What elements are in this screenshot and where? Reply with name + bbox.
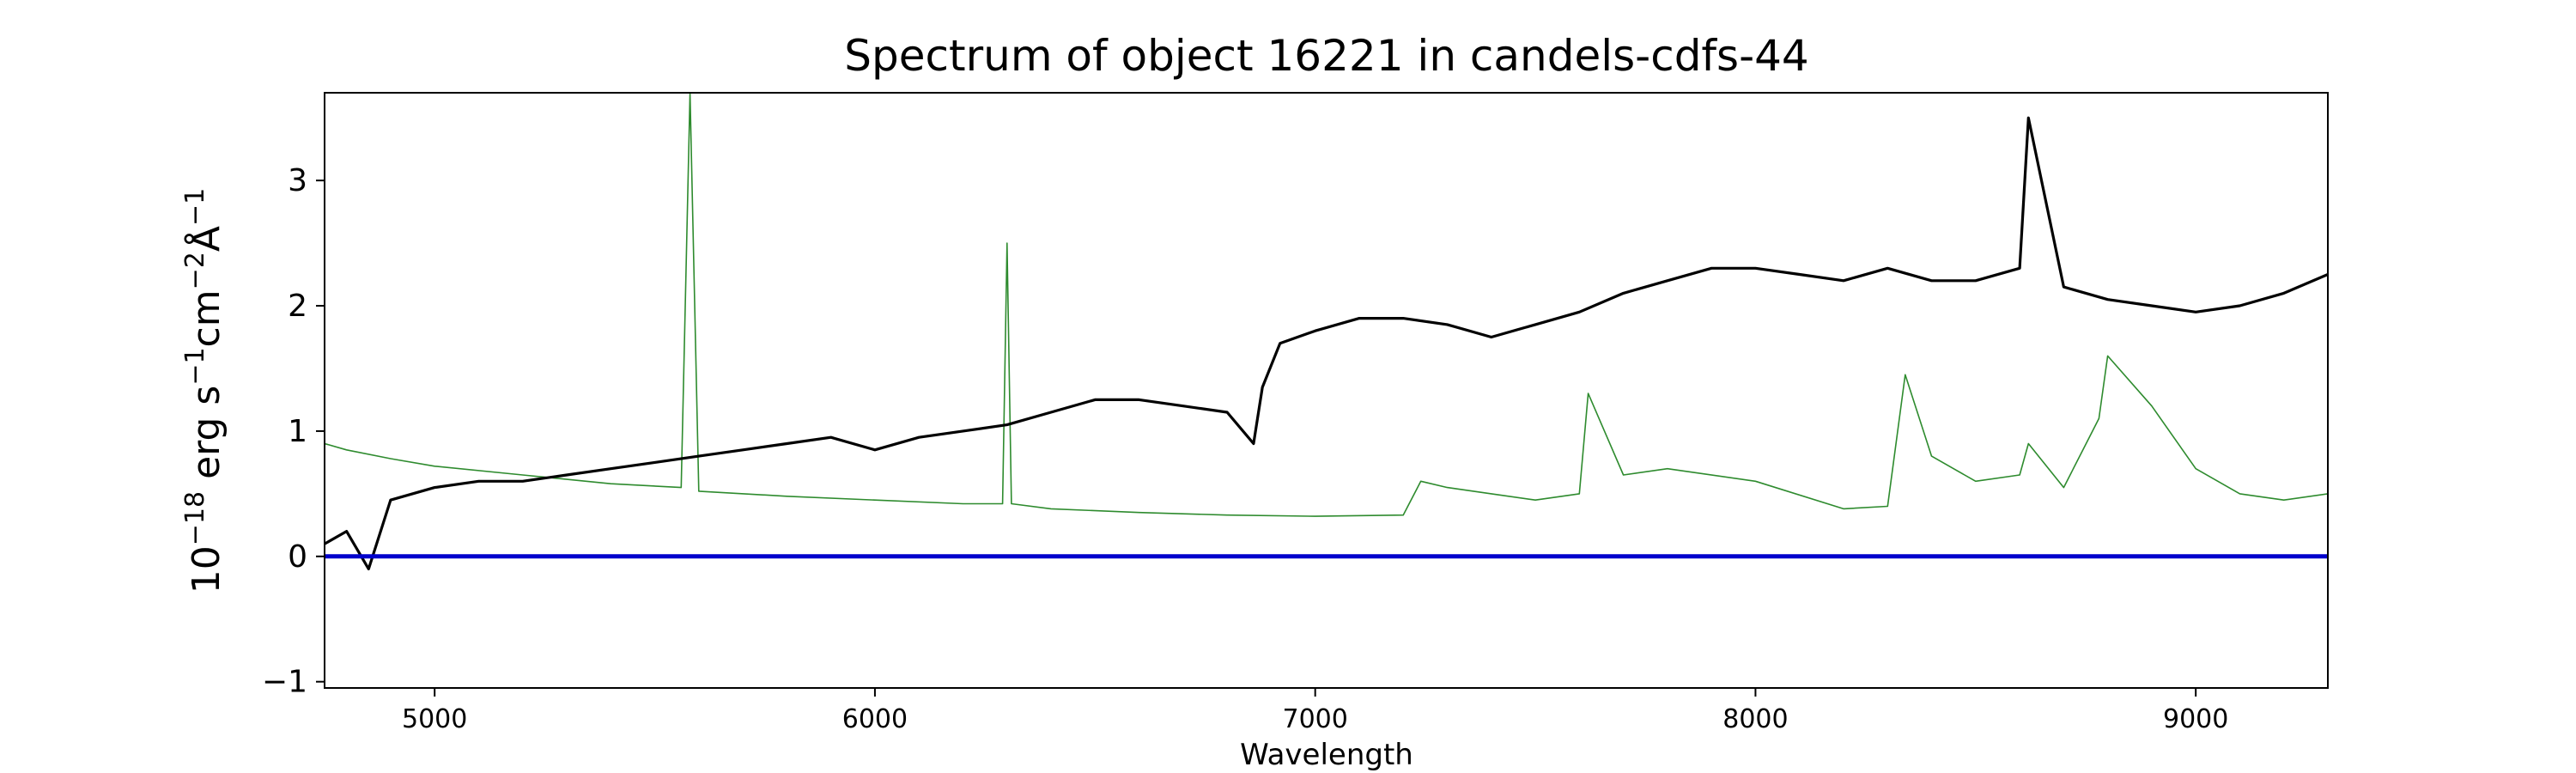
ylabel-mid1: erg s bbox=[185, 386, 228, 491]
y-tick-label: 1 bbox=[288, 414, 307, 449]
chart-title: Spectrum of object 16221 in candels-cdfs… bbox=[844, 31, 1809, 81]
ylabel-exp4: −1 bbox=[180, 188, 210, 226]
ylabel-exp1: −18 bbox=[180, 491, 210, 545]
y-axis-label: 10−18 erg s−1cm−2Å−1 bbox=[180, 188, 228, 593]
x-axis-label: Wavelength bbox=[1240, 738, 1413, 772]
x-tick-label: 5000 bbox=[402, 704, 467, 734]
series-error-line bbox=[325, 93, 2328, 517]
x-tick-label: 8000 bbox=[1722, 704, 1788, 734]
ylabel-exp3: −2 bbox=[180, 252, 210, 289]
ylabel-mid2: cm bbox=[185, 289, 228, 347]
y-axis: −1 0 1 2 3 bbox=[262, 163, 325, 700]
ylabel-base: 10 bbox=[185, 545, 228, 593]
y-tick-label: 3 bbox=[288, 163, 307, 198]
ylabel-exp2: −1 bbox=[180, 347, 210, 385]
y-tick-label: 2 bbox=[288, 289, 307, 324]
x-tick-label: 9000 bbox=[2163, 704, 2228, 734]
series-flux-line bbox=[325, 116, 2328, 570]
y-tick-label: −1 bbox=[262, 665, 307, 700]
x-tick-label: 6000 bbox=[842, 704, 908, 734]
y-tick-label: 0 bbox=[288, 539, 307, 575]
x-axis: 5000 6000 7000 8000 9000 bbox=[402, 688, 2228, 734]
plot-frame bbox=[324, 92, 2329, 689]
ylabel-mid3: Å bbox=[183, 226, 228, 252]
x-tick-label: 7000 bbox=[1283, 704, 1348, 734]
